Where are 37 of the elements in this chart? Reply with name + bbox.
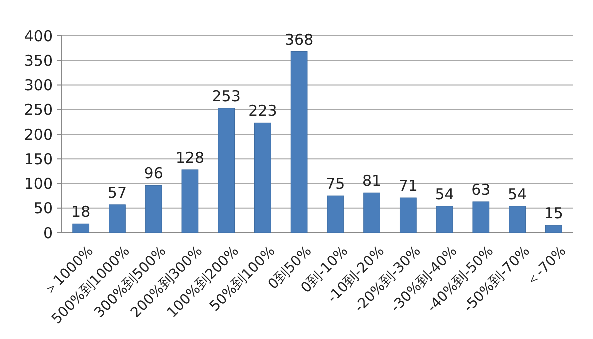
bar [436,206,454,234]
y-tick-label: 350 [24,52,53,70]
data-label: 75 [326,175,346,194]
bar [109,204,126,234]
data-label: 96 [144,164,164,183]
data-label: 54 [435,185,454,204]
data-label: 368 [284,30,314,49]
data-label: 253 [212,87,241,106]
bar [327,196,344,234]
y-tick-label: 300 [24,76,53,94]
data-label: 63 [472,180,491,199]
y-tick-label: 150 [24,150,53,168]
data-label: 18 [72,203,91,222]
bar [182,170,199,234]
data-label: 128 [176,148,205,167]
bar [400,198,417,234]
bar [364,192,380,234]
bar [472,202,490,234]
y-tick-label: 200 [24,126,53,144]
bar [72,224,90,234]
y-tick-label: 250 [24,101,53,120]
y-tick-label: 50 [34,200,53,218]
bar [218,108,236,234]
data-label: 81 [362,172,382,190]
y-tick-label: 0 [43,224,53,242]
y-tick-label: 400 [24,27,53,46]
bar [509,206,526,234]
data-label: 57 [108,184,128,202]
bar [545,225,562,234]
y-tick-label: 100 [24,175,53,193]
bar [290,52,308,234]
bar [254,122,272,234]
data-label: 54 [508,185,528,204]
data-label: 223 [248,102,278,120]
data-label: 71 [398,177,418,196]
bar [145,185,162,234]
data-label: 15 [544,204,564,223]
